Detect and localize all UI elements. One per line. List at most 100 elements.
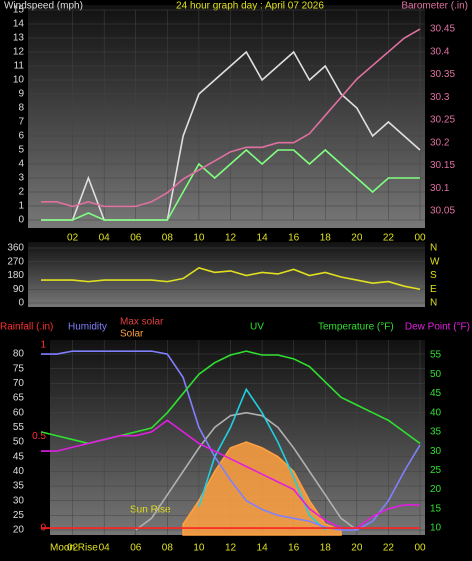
tick-label: 10	[430, 523, 442, 534]
tick-label: 25	[13, 510, 25, 521]
x-tick-label: 00	[414, 543, 426, 554]
series-line	[41, 148, 420, 221]
tick-label: N	[430, 298, 437, 309]
series-line	[41, 28, 421, 208]
tick-label: 30.35	[430, 69, 455, 80]
label: Max solar	[120, 317, 164, 328]
panel-direction	[28, 242, 425, 307]
tick-label: 50	[13, 437, 25, 448]
title: 24 hour graph day : April 07 2026	[176, 1, 324, 12]
tick-label: 40	[430, 407, 442, 418]
x-tick-label: 02	[67, 233, 79, 244]
x-tick-label: 04	[99, 233, 111, 244]
annotation: Sun Rise	[130, 505, 171, 516]
tick-label: 7	[18, 117, 24, 128]
x-tick-label: 14	[257, 233, 269, 244]
x-tick-label: 00	[414, 233, 426, 244]
tick-label: 4	[18, 159, 24, 170]
tick-label: 75	[13, 363, 25, 374]
tick-label: 360	[7, 243, 24, 254]
tick-label: 30	[430, 446, 442, 457]
tick-label: 3	[18, 173, 24, 184]
x-tick-label: 08	[162, 543, 174, 554]
tick-label: 9	[18, 89, 24, 100]
series-line	[41, 350, 421, 531]
x-tick-label: 04	[99, 543, 111, 554]
tick-label: 45	[13, 451, 25, 462]
x-tick-label: 18	[320, 233, 332, 244]
x-tick-label: 12	[225, 543, 237, 554]
tick-label: 70	[13, 378, 25, 389]
tick-label: 1	[18, 201, 24, 212]
tick-label: 60	[13, 407, 25, 418]
tick-label: 30.25	[430, 115, 455, 126]
tick-label: 55	[430, 350, 442, 361]
x-tick-label: 16	[288, 233, 300, 244]
tick-label: 13	[13, 33, 25, 44]
x-tick-label: 10	[193, 543, 205, 554]
tick-label: 65	[13, 393, 25, 404]
panel-wind	[28, 5, 425, 228]
tick-label: 0	[18, 298, 24, 309]
x-tick-label: 06	[130, 543, 142, 554]
label: Solar	[120, 329, 144, 340]
tick-label: 10	[13, 75, 25, 86]
tick-label: 5	[18, 145, 24, 156]
tick-label: 180	[7, 270, 24, 281]
tick-label: W	[430, 256, 440, 267]
tick-label: 0.5	[32, 431, 46, 442]
tick-label: 12	[13, 47, 25, 58]
tick-label: 2	[18, 187, 24, 198]
tick-label: 90	[13, 284, 25, 295]
tick-label: 20	[430, 484, 442, 495]
label: Humidity	[68, 322, 107, 333]
tick-label: 30.45	[430, 24, 455, 35]
tick-label: 45	[430, 388, 442, 399]
label: Temperature (°F)	[318, 322, 394, 333]
tick-label: 30.05	[430, 206, 455, 217]
series-line	[41, 266, 421, 291]
label: UV	[250, 322, 264, 333]
tick-label: 14	[13, 19, 25, 30]
x-tick-label: 10	[193, 233, 205, 244]
tick-label: 30.2	[430, 137, 450, 148]
x-tick-label: 20	[351, 543, 363, 554]
tick-label: 35	[430, 427, 442, 438]
label: Dew Point (°F)	[405, 322, 470, 333]
tick-label: 8	[18, 103, 24, 114]
tick-label: 30	[13, 495, 25, 506]
tick-label: 270	[7, 256, 24, 267]
tick-label: 15	[430, 503, 442, 514]
tick-label: 25	[430, 465, 442, 476]
tick-label: 0	[18, 215, 24, 226]
tick-label: 30.15	[430, 160, 455, 171]
tick-label: 35	[13, 481, 25, 492]
y-label: Windspeed (mph)	[4, 1, 83, 12]
x-tick-label: 22	[383, 543, 395, 554]
tick-label: 15	[13, 5, 25, 16]
x-tick-label: 02	[67, 543, 79, 554]
annotation: Moon Rise	[50, 543, 98, 554]
series-area	[182, 441, 342, 536]
x-tick-label: 22	[383, 233, 395, 244]
tick-label: E	[430, 284, 437, 295]
tick-label: N	[430, 243, 437, 254]
series-line	[135, 411, 358, 531]
x-tick-label: 14	[257, 543, 269, 554]
tick-label: 1	[40, 340, 46, 351]
tick-label: 30.1	[430, 183, 450, 194]
tick-label: 30.3	[430, 92, 450, 103]
tick-label: 20	[13, 525, 25, 536]
x-tick-label: 08	[162, 233, 174, 244]
tick-label: 80	[13, 349, 25, 360]
x-tick-label: 18	[320, 543, 332, 554]
tick-label: 11	[14, 61, 25, 72]
tick-label: 55	[13, 422, 25, 433]
tick-label: 30.4	[430, 46, 450, 57]
x-tick-label: 12	[225, 233, 237, 244]
tick-label: 40	[13, 466, 25, 477]
tick-label: 6	[18, 131, 24, 142]
x-tick-label: 06	[130, 233, 142, 244]
tick-label: S	[430, 270, 437, 281]
